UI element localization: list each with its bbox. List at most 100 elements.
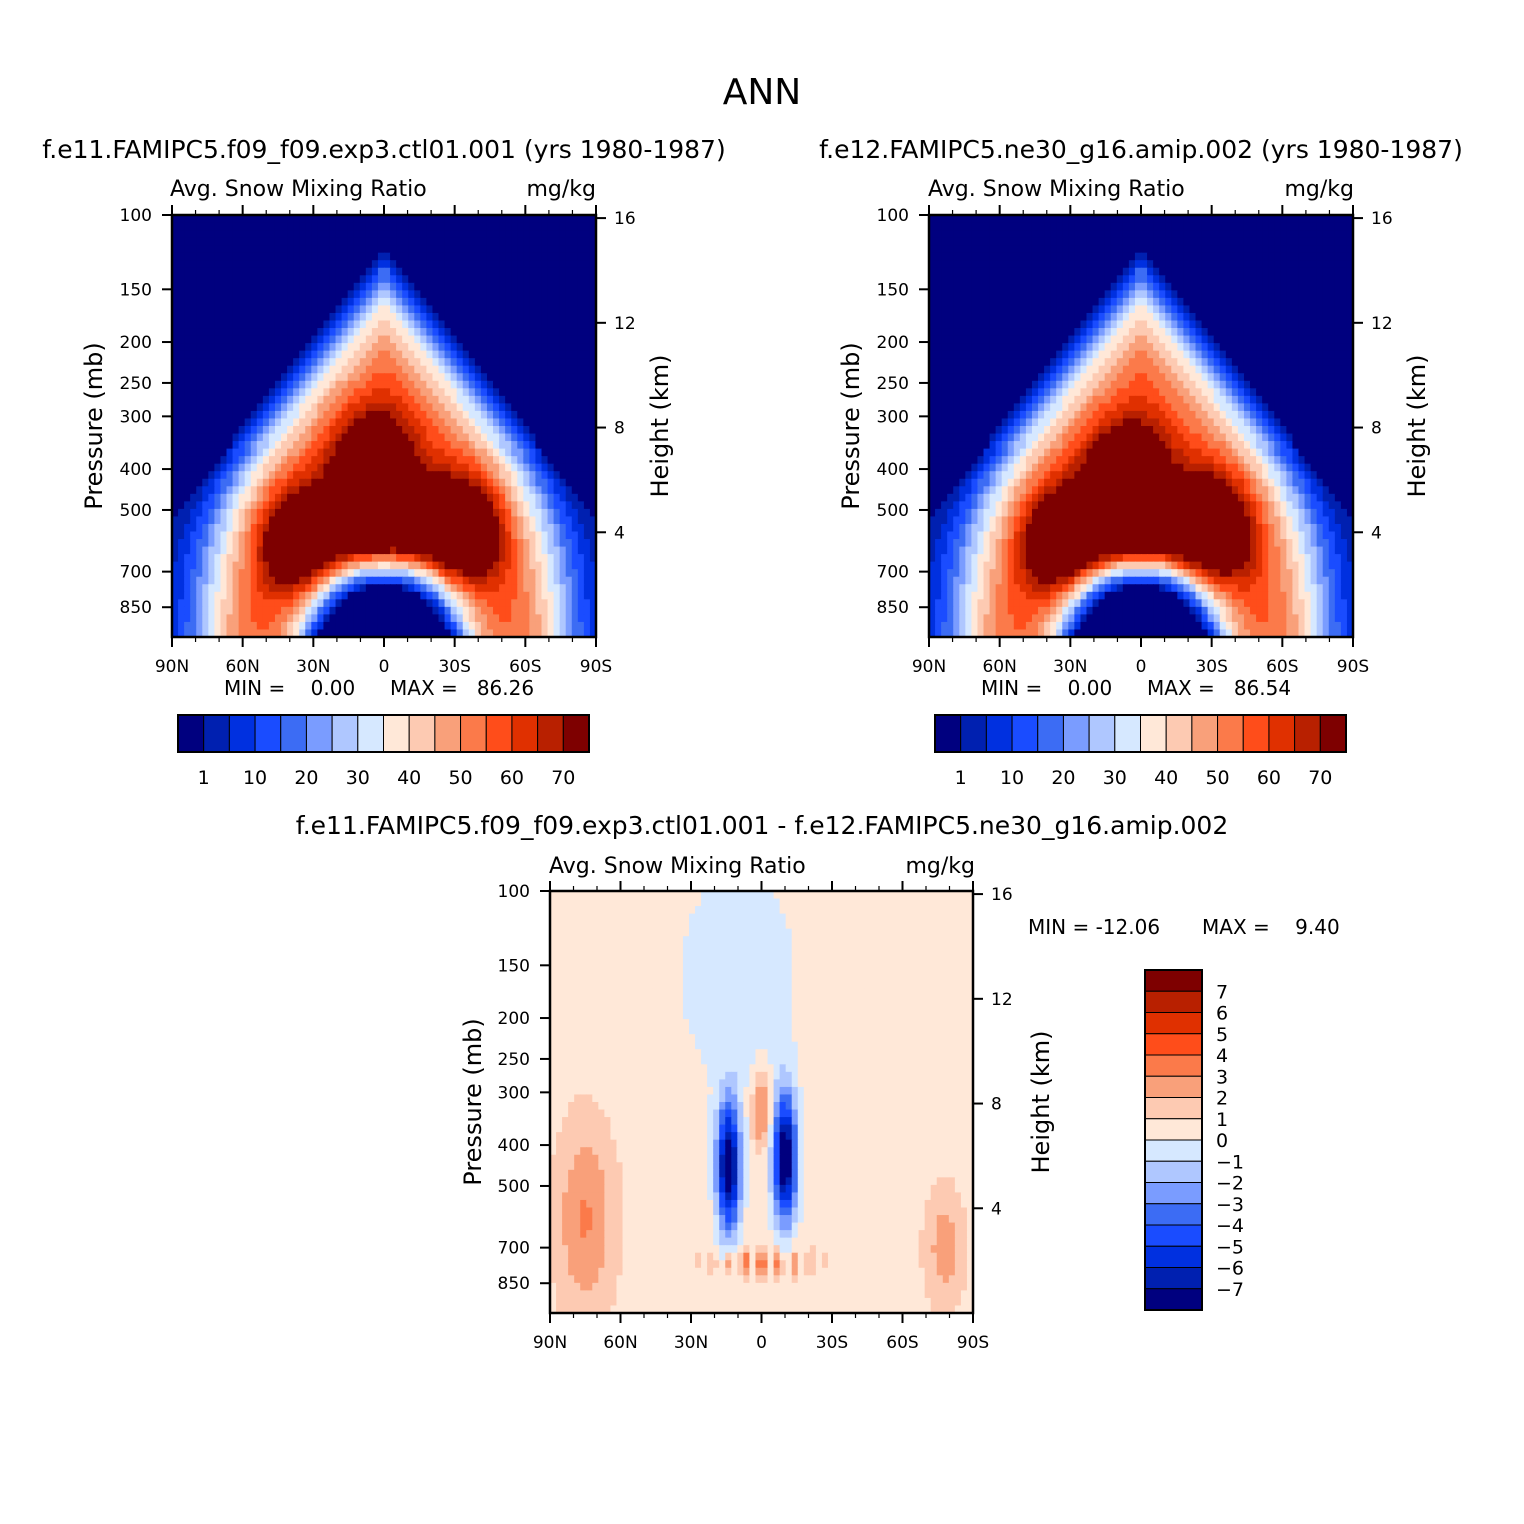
panel1-cell [359, 335, 367, 344]
panel1-cell [299, 222, 306, 231]
panel1-cell [541, 343, 549, 352]
panel1-cell [438, 275, 446, 284]
panel1-cell [371, 441, 379, 450]
panel1-cell [408, 297, 415, 307]
panel1-cell [341, 629, 349, 638]
panel2-cell [935, 305, 942, 314]
panel1-cell [281, 380, 288, 389]
panel1-cell [244, 403, 252, 412]
panel1-cell [583, 230, 591, 239]
panel1-cell [172, 523, 179, 533]
panel2-cell [1013, 237, 1021, 246]
panel1-cell [262, 222, 270, 231]
panel2-cell [1171, 260, 1178, 269]
panel1-cell [553, 516, 561, 525]
panel1-cell [402, 365, 409, 374]
panel1-cell [347, 584, 355, 593]
panel1-cell [468, 584, 476, 593]
panel2-cell [1340, 305, 1348, 314]
panel1-cell [462, 320, 470, 329]
panel1-cell [426, 621, 434, 631]
panel2-cell [1256, 230, 1263, 239]
panel1-cell [577, 388, 585, 397]
panel1-cell [468, 305, 476, 314]
panel1-cell [347, 606, 355, 615]
panel1-cell [329, 486, 337, 495]
panel1-cell [365, 516, 373, 525]
panel2-cell [1250, 305, 1257, 314]
panel1-cell [323, 320, 331, 329]
panel2-cell [1092, 252, 1100, 261]
panel1-cell [474, 456, 482, 465]
panel1-cell [226, 493, 234, 502]
panel1-cell [359, 599, 367, 608]
panel1-cell [414, 561, 421, 570]
panel1-cell [317, 237, 325, 246]
panel2-cell [1310, 275, 1318, 284]
panel1-cell [317, 486, 325, 495]
panel2-cell [1122, 290, 1130, 299]
panel1-cell [365, 591, 373, 600]
panel1-cell [571, 252, 579, 261]
panel1-cell [359, 343, 367, 352]
panel1-cell [256, 418, 264, 427]
panel1-cell [384, 222, 391, 231]
panel2-cell [1007, 215, 1015, 224]
panel2-cell [1098, 230, 1106, 239]
panel1-cell [444, 554, 452, 563]
panel1-cell [226, 328, 234, 337]
panel1-cell [517, 554, 524, 563]
panel1-cell [426, 523, 434, 533]
panel1-contour-field [172, 215, 597, 638]
panel1-cell [535, 516, 543, 525]
panel1-cell [583, 426, 591, 435]
panel1-cell [450, 569, 458, 578]
panel1-cell [408, 230, 415, 239]
panel1-cell [299, 569, 306, 578]
panel1-cell [438, 358, 446, 367]
panel2-cell [1274, 275, 1281, 284]
panel2-cell [1207, 267, 1215, 276]
panel1-cell [559, 290, 567, 299]
panel1-cell [565, 388, 573, 397]
panel2-cell [1104, 237, 1112, 246]
panel1-cell [402, 403, 409, 412]
panel1-cell [232, 456, 240, 465]
panel2-cell [1286, 275, 1294, 284]
panel1-cell [456, 320, 464, 329]
panel1-colorbar-swatch [511, 714, 539, 753]
panel1-cell [517, 320, 524, 329]
panel1-cell [559, 471, 567, 480]
panel1-cell [541, 426, 549, 435]
panel1-cell [589, 275, 597, 284]
panel1-cell [329, 297, 337, 307]
panel1-cell [244, 554, 252, 563]
panel1-cell [196, 358, 203, 367]
panel1-cell [577, 508, 585, 518]
panel1-cell [493, 523, 500, 533]
panel2-cell [1019, 260, 1027, 269]
panel1-cell [408, 426, 415, 435]
panel1-cell [226, 358, 234, 367]
panel1-cell [341, 478, 349, 487]
panel1-cell [274, 388, 282, 397]
panel2-cell [1038, 245, 1045, 254]
panel1-cell [287, 290, 294, 299]
panel2-cell [1268, 215, 1275, 224]
panel1-cell [511, 501, 518, 510]
panel1-cell [384, 621, 391, 631]
panel1-cell [359, 275, 367, 284]
panel1-cell [505, 230, 512, 239]
panel1-cell [232, 305, 240, 314]
panel1-cell [317, 358, 325, 367]
panel1-cell [529, 546, 537, 555]
panel1-cell [190, 282, 197, 291]
panel1-cell [365, 252, 373, 261]
panel1-cell [541, 539, 549, 548]
panel1-cell [565, 433, 573, 442]
panel2-cell [1219, 245, 1227, 254]
panel1-cell [293, 576, 300, 585]
panel1-cell [535, 599, 543, 608]
panel2-cell [941, 275, 948, 284]
panel1-cell [208, 426, 215, 435]
